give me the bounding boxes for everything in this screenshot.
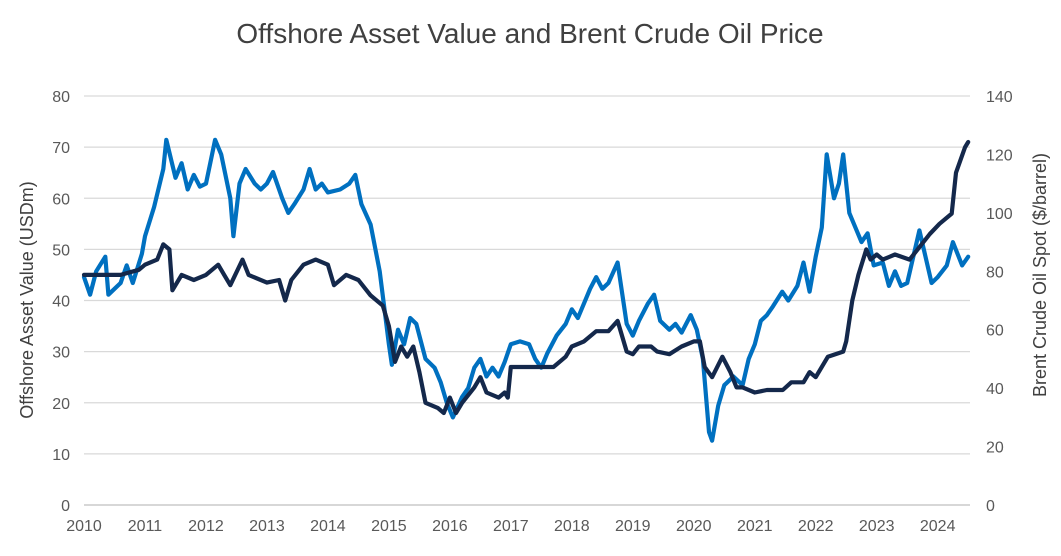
- x-tick-label: 2015: [371, 518, 407, 535]
- offshore-asset-value-line: [81, 139, 971, 416]
- right-y-tick-label: 20: [986, 440, 1004, 457]
- brent-crude-price-line: [81, 137, 971, 443]
- left-y-tick-label: 60: [52, 191, 70, 208]
- right-y-tick-label: 60: [986, 323, 1004, 340]
- series-lines: [81, 137, 971, 443]
- x-tick-label: 2017: [493, 518, 529, 535]
- left-y-tick-label: 20: [52, 396, 70, 413]
- left-y-tick-label: 10: [52, 447, 70, 464]
- left-y-axis-ticks: 0 10 20 30 40 50 60 70 80: [52, 89, 70, 515]
- left-y-axis-title: Offshore Asset Value (USDm): [17, 181, 37, 418]
- gridlines: [84, 95, 970, 506]
- x-tick-label: 2022: [798, 518, 834, 535]
- right-y-tick-label: 120: [986, 147, 1013, 164]
- right-y-tick-label: 140: [986, 89, 1013, 106]
- x-axis-ticks: 2010 2011 2012 2013 2014 2015 2016 2017 2018 2019…: [66, 518, 955, 535]
- x-tick-label: 2024: [920, 518, 956, 535]
- right-y-tick-label: 40: [986, 381, 1004, 398]
- right-y-tick-label: 0: [986, 498, 995, 515]
- x-tick-label: 2018: [554, 518, 590, 535]
- x-tick-label: 2020: [676, 518, 712, 535]
- x-tick-label: 2016: [432, 518, 468, 535]
- right-y-axis-ticks: 0 20 40 60 80 100 120 140: [986, 89, 1013, 515]
- left-y-tick-label: 80: [52, 89, 70, 106]
- x-tick-label: 2019: [615, 518, 651, 535]
- x-tick-label: 2021: [737, 518, 773, 535]
- left-y-tick-label: 0: [61, 498, 70, 515]
- left-y-tick-label: 30: [52, 345, 70, 362]
- left-y-tick-label: 70: [52, 140, 70, 157]
- x-tick-label: 2011: [128, 518, 163, 535]
- x-tick-label: 2010: [66, 518, 102, 535]
- x-tick-label: 2013: [249, 518, 285, 535]
- x-tick-label: 2014: [310, 518, 346, 535]
- left-y-tick-label: 50: [52, 242, 70, 259]
- chart-title: Offshore Asset Value and Brent Crude Oil…: [236, 18, 823, 49]
- right-y-tick-label: 100: [986, 206, 1013, 223]
- x-tick-label: 2023: [859, 518, 895, 535]
- left-y-tick-label: 40: [52, 294, 70, 311]
- right-y-axis-title: Brent Crude Oil Spot ($/barrel): [1030, 153, 1050, 397]
- x-tick-label: 2012: [188, 518, 224, 535]
- right-y-tick-label: 80: [986, 264, 1004, 281]
